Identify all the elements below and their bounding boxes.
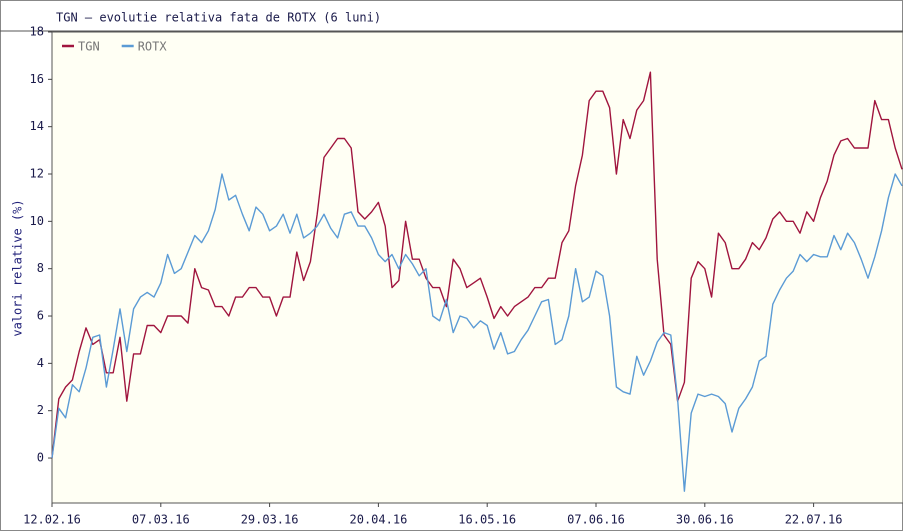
x-tick-label: 30.06.16 <box>676 513 734 527</box>
plot-area <box>51 31 903 504</box>
chart-title: TGN – evolutie relativa fata de ROTX (6 … <box>56 11 381 25</box>
x-tick-label: 16.05.16 <box>458 513 516 527</box>
y-tick-label: 10 <box>30 214 44 228</box>
legend-label: ROTX <box>138 40 168 54</box>
x-tick-label: 07.03.16 <box>132 513 190 527</box>
y-axis-label: valori relative (%) <box>11 199 25 336</box>
y-tick-label: 16 <box>30 72 44 86</box>
y-tick-label: 14 <box>30 119 44 133</box>
x-tick-label: 12.02.16 <box>23 513 81 527</box>
y-tick-label: 4 <box>37 356 44 370</box>
y-tick-label: 0 <box>37 451 44 465</box>
x-tick-label: 07.06.16 <box>567 513 625 527</box>
y-tick-label: 18 <box>30 25 44 39</box>
series-line <box>51 71 903 459</box>
series-line <box>51 173 903 492</box>
y-tick-label: 12 <box>30 167 44 181</box>
y-tick-label: 8 <box>37 261 44 275</box>
legend-label: TGN <box>78 40 100 54</box>
x-tick-label: 22.07.16 <box>785 513 843 527</box>
y-tick-label: 6 <box>37 309 44 323</box>
y-tick-label: 2 <box>37 403 44 417</box>
x-tick-label: 29.03.16 <box>241 513 299 527</box>
x-tick-label: 20.04.16 <box>350 513 408 527</box>
